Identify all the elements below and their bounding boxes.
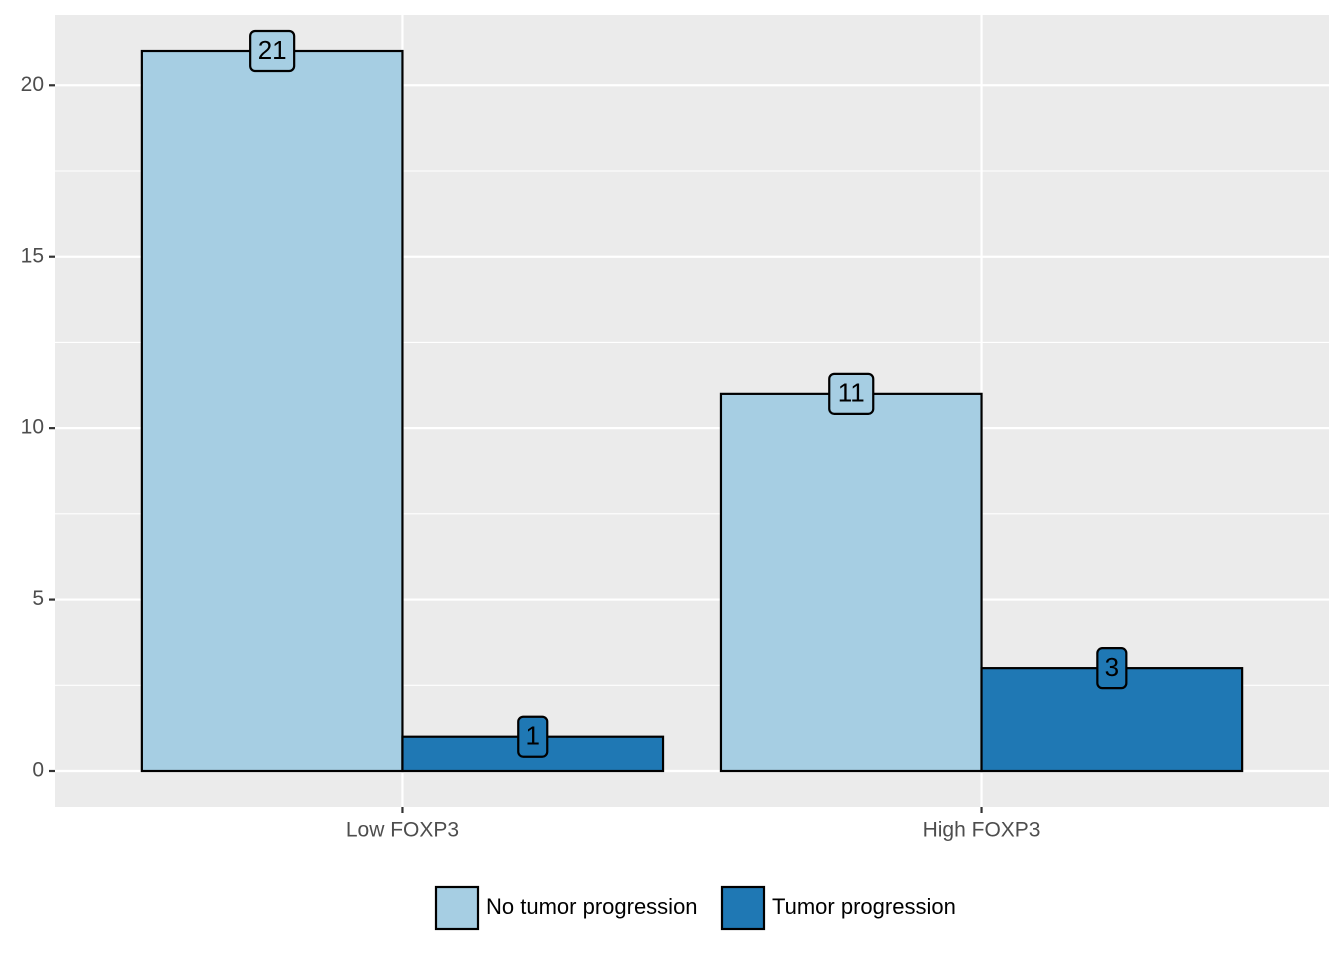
y-tick-label: 5 [32,587,44,610]
legend-key [434,885,480,931]
data-label: 21 [258,35,287,65]
legend-label: Tumor progression [772,894,956,919]
x-tick-label: High FOXP3 [923,819,1041,842]
bar [140,49,404,773]
data-label: 3 [1105,652,1119,682]
data-label-box [1096,647,1128,690]
data-label-box [828,372,875,415]
legend: No tumor progression Tumor progression [434,885,956,931]
legend-label: No tumor progression [486,894,698,919]
data-label: 1 [526,721,540,751]
y-tick-label: 0 [32,759,44,782]
y-tick-label: 20 [21,73,44,96]
x-tick-label: Low FOXP3 [346,819,459,842]
data-label: 11 [838,378,865,408]
data-label-box [517,715,549,758]
y-axis: 0 5 10 15 20 [21,73,55,782]
y-tick-label: 10 [21,416,44,439]
bar [719,392,983,773]
x-axis: Low FOXP3 High FOXP3 [346,807,1041,842]
legend-key [720,885,766,931]
y-tick-label: 15 [21,244,44,267]
bars-layer [140,49,1244,773]
data-label-box [249,29,296,73]
